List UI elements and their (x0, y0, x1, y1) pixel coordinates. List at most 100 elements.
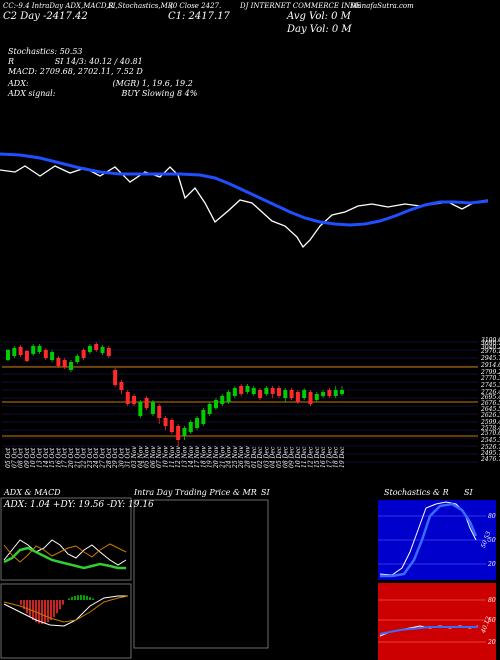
date-tick-label: 31 Oct (125, 447, 132, 468)
stoch-si: SI (464, 488, 473, 497)
candle-body (163, 418, 168, 426)
candle-body (220, 396, 225, 404)
date-tick-label: 21 Nov (219, 446, 226, 469)
date-tick-label: 16 Dec (320, 446, 327, 468)
candle-body (87, 346, 92, 352)
header-line1-left: CC:-9.4 IntraDay ADX,MACD,R (3, 2, 114, 10)
date-tick-label: 06 Nov (150, 446, 157, 468)
macd-readout: MACD: 2709.68, 2702.11, 7.52 D (8, 67, 143, 76)
candle-body (157, 406, 162, 418)
date-tick-label: 10 Dec (295, 446, 302, 468)
date-tick-label: 25 Nov (232, 446, 239, 469)
date-tick-label: 29 Oct (112, 447, 119, 469)
header-line1-d: DJ INTERNET COMMERCE INDE (240, 2, 361, 10)
rsi-readout: R SI 14/3: 40.12 / 40.81 (8, 57, 143, 66)
candle-body (245, 386, 250, 392)
candle-body (321, 392, 326, 396)
candle-body (138, 402, 143, 416)
candle-body (195, 418, 200, 428)
candle-body (302, 390, 307, 398)
date-tick-label: 05 Dec (276, 446, 283, 468)
candle-body (176, 426, 181, 440)
candle-body (258, 390, 263, 398)
date-tick-label: 04 Dec (270, 446, 277, 468)
date-tick-label: 12 Dec (307, 446, 314, 468)
price-tick-label: 2914.67 (480, 362, 500, 369)
stoch-tick-label: 20 (487, 561, 496, 568)
intraday-title: Intra Day Trading Price & MR (134, 488, 257, 497)
price-tick-label: 2545.3 (480, 437, 500, 444)
candle-body (144, 398, 149, 408)
header-line2-right: Avg Vol: 0 M (287, 11, 351, 22)
date-tick-label: 19 Nov (207, 446, 214, 468)
date-tick-label: 28 Nov (244, 446, 251, 469)
candle-body (327, 390, 332, 396)
stoch-title: Stochastics & R (384, 488, 449, 497)
rsi-tick-label: 20 (487, 639, 496, 646)
rsi-avg-line (379, 626, 478, 635)
candle-body (37, 346, 42, 352)
macd-signal-line (3, 595, 129, 623)
rsi-lines: 80 50 20 (378, 597, 496, 646)
date-tick-label: 03 Dec (263, 446, 270, 468)
candle-body (169, 420, 174, 432)
price-tick-label: 2626.36 (480, 412, 500, 419)
date-tick-label: 10 Oct (30, 447, 37, 468)
date-tick-label: 18 Nov (200, 446, 207, 468)
candles (6, 342, 344, 446)
date-tick-label: 05 Nov (144, 446, 151, 468)
candle-body (6, 350, 10, 360)
date-tick-label: 21 Oct (74, 447, 81, 469)
candle-body (314, 394, 319, 400)
price-tick-label: 2526.75 (480, 444, 500, 451)
candle-body (100, 347, 105, 353)
header-line3-right: Day Vol: 0 M (287, 24, 352, 35)
date-tick-label: 24 Nov (226, 446, 233, 469)
date-tick-label: 07 Nov (156, 446, 163, 468)
candle-body (56, 358, 61, 366)
candle-body (308, 392, 313, 404)
candle-body (207, 404, 212, 414)
candle-body (81, 350, 86, 358)
price-tick-label: 2770.33 (480, 375, 500, 382)
candle-body (132, 396, 137, 404)
price-axis: 3100.603080.723040.282976.162945.72914.6… (480, 337, 500, 463)
date-tick-label: 01 Dec (251, 446, 258, 468)
candle-body (295, 392, 300, 402)
adx-macd-title: ADX & MACD (4, 488, 61, 497)
date-tick-label: 17 Oct (62, 447, 69, 468)
candle-body (94, 344, 99, 350)
candle-body (264, 388, 269, 394)
date-tick-label: 12 Nov (175, 446, 182, 468)
candle-body (119, 382, 124, 390)
date-tick-label: 23 Oct (87, 447, 94, 469)
date-tick-label: 19 Dec (339, 446, 346, 468)
date-tick-label: 15 Oct (49, 447, 56, 468)
candle-body (340, 390, 344, 394)
date-tick-label: 16 Oct (55, 447, 62, 468)
adx-minus-line (3, 543, 127, 563)
stoch-lines: 80 50 20 (378, 501, 496, 578)
intraday-panel (133, 499, 269, 649)
candle-body (75, 356, 80, 362)
date-tick-label: 03 Nov (131, 446, 138, 468)
date-tick-label: 20 Oct (68, 447, 75, 469)
price-tick-label: 2476.79 (480, 456, 500, 463)
candle-body (113, 370, 118, 385)
candle-body (62, 360, 67, 367)
date-tick-label: 14 Oct (43, 447, 50, 468)
candle-body (18, 347, 23, 355)
candle-body (106, 348, 111, 356)
candle-body (283, 390, 288, 398)
date-tick-label: 24 Oct (93, 447, 100, 469)
rsi-tick-label: 50 (488, 617, 496, 624)
date-tick-label: 15 Dec (314, 446, 321, 468)
rsi-tick-label: 80 (488, 597, 496, 604)
date-tick-label: 04 Nov (137, 446, 144, 468)
date-tick-label: 18 Dec (333, 446, 340, 468)
candle-body (150, 402, 155, 414)
adx-lines (3, 539, 127, 570)
price-tick-label: 2578.42 (480, 425, 500, 432)
adx-values: ADX: 1.04 +DY: 19.56 -DY: 19.16 (4, 500, 154, 510)
adx-signal-readout: ADX signal: BUY Slowing 8 4% (8, 89, 198, 98)
